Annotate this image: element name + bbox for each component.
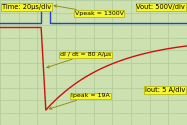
Text: dI / dt = 80 A/µs: dI / dt = 80 A/µs [47,52,111,68]
Text: Ipeak = 19A: Ipeak = 19A [49,94,110,109]
Text: Vpeak = 1300V: Vpeak = 1300V [54,5,124,16]
Text: Vout: 500V/div: Vout: 500V/div [136,4,185,10]
Text: Time: 20µs/div: Time: 20µs/div [2,4,51,10]
Text: Iout: 5 A/div: Iout: 5 A/div [145,87,185,93]
